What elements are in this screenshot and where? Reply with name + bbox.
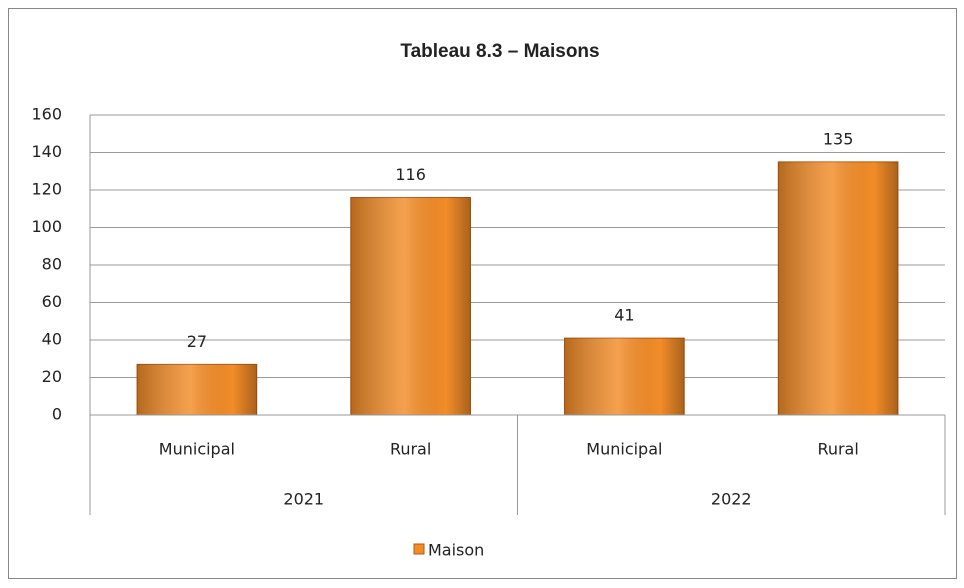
- y-tick-label: 0: [52, 405, 62, 424]
- legend-swatch: [413, 543, 425, 555]
- x-tick-label: Municipal: [586, 440, 662, 459]
- bar-shade: [564, 338, 685, 415]
- data-label: 41: [614, 306, 634, 325]
- x-tick-label: Municipal: [159, 440, 235, 459]
- bar-shade: [778, 161, 898, 415]
- y-tick-label: 160: [31, 105, 62, 124]
- chart-title: Tableau 8.3 – Maisons: [400, 41, 599, 62]
- x-tick-label: Rural: [817, 440, 858, 459]
- group-label: 2022: [711, 490, 752, 509]
- data-label: 116: [395, 165, 426, 184]
- bar-shade: [137, 364, 257, 415]
- y-tick-label: 100: [31, 217, 62, 236]
- data-label: 27: [187, 332, 207, 351]
- y-tick-label: 40: [42, 330, 62, 349]
- data-label: 135: [823, 129, 854, 148]
- x-tick-label: Rural: [390, 440, 431, 459]
- y-tick-label: 140: [31, 142, 62, 161]
- y-tick-label: 80: [42, 255, 62, 274]
- legend-label: Maison: [428, 541, 484, 560]
- y-tick-label: 120: [31, 180, 62, 199]
- group-label: 2021: [283, 490, 324, 509]
- y-tick-label: 20: [42, 367, 62, 386]
- y-tick-label: 60: [42, 292, 62, 311]
- bar-shade: [350, 197, 471, 415]
